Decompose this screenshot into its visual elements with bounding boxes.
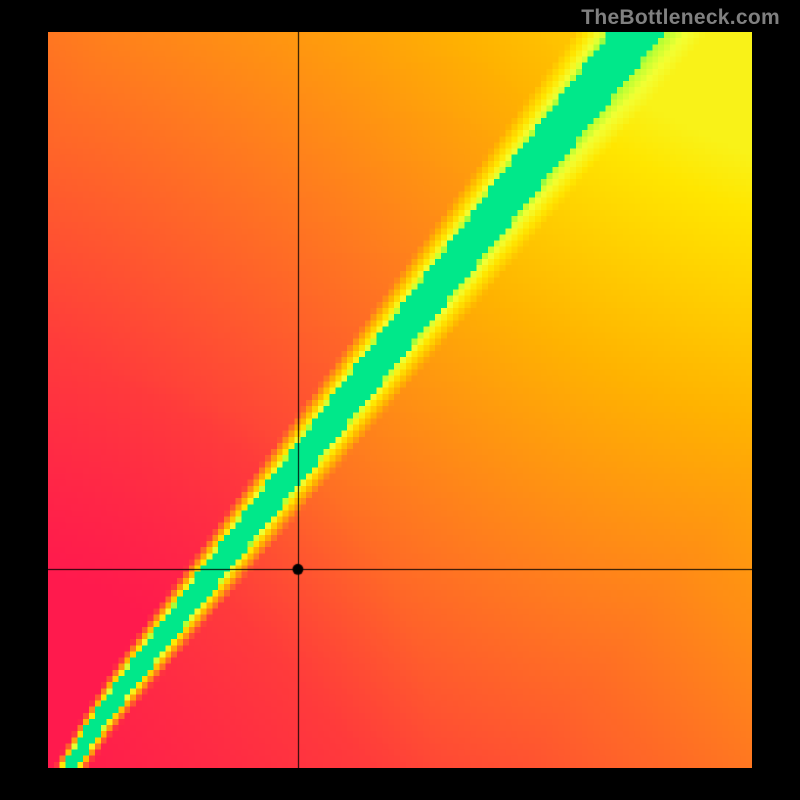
watermark-text: TheBottleneck.com xyxy=(581,6,780,30)
crosshair-overlay xyxy=(48,32,752,768)
